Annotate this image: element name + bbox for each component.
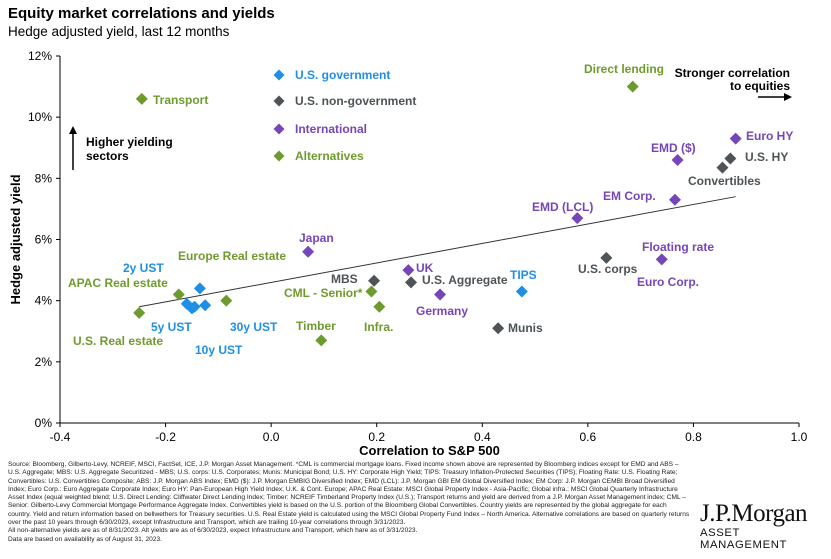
legend-marker-nongov [273, 95, 285, 107]
point-30y-ust [199, 299, 212, 312]
x-axis-label: Correlation to S&P 500 [359, 443, 500, 458]
point-label-germany: Germany [416, 304, 468, 318]
point-label-uk: UK [416, 261, 434, 275]
point-label-u-s-corps: U.S. corps [578, 262, 638, 276]
point-u-s-real-estate [133, 306, 146, 319]
annotation-stronger-correlation: Stronger correlation [675, 66, 790, 80]
point-u-s-aggregate [405, 276, 418, 289]
y-tick-label: 8% [35, 171, 53, 185]
point-label-tips: TIPS [510, 268, 537, 282]
point-infra [373, 300, 386, 313]
legend-label-gov: U.S. government [295, 68, 390, 82]
point-euro-hy [729, 132, 742, 145]
point-label-europe-real-estate: Europe Real estate [178, 249, 286, 263]
point-apac-real-estate [172, 288, 185, 301]
x-tick-label: -0.4 [50, 430, 71, 444]
point-transport [135, 92, 148, 105]
point-label-euro-hy: Euro HY [746, 129, 793, 143]
point-label-apac-real-estate: APAC Real estate [68, 276, 168, 290]
scatter-chart: -0.4 -0.2 0.0 0.2 0.4 0.6 0.8 1.0 0% 2% 4% 6% 8% 10% 1… [8, 49, 808, 458]
point-timber [315, 334, 328, 347]
jpmorgan-logo: J.P.Morgan ASSET MANAGEMENT [700, 500, 825, 551]
footnote-text: Source: Bloomberg, Gilberto-Levy, NCREIF… [8, 461, 690, 527]
logo-main: J.P.Morgan [700, 500, 808, 527]
point-label-mbs: MBS [331, 272, 358, 286]
point-label-emd-lcl: EMD (LCL) [532, 200, 593, 214]
point-label-munis: Munis [508, 321, 543, 335]
point-emd-lcl [571, 212, 584, 225]
x-tick-label: 0.8 [685, 430, 702, 444]
annotation-sectors: sectors [86, 149, 129, 163]
x-tick-label: 0.4 [474, 430, 491, 444]
point-label-euro-corp: Euro Corp. [637, 275, 699, 289]
point-convertibles [716, 161, 729, 174]
legend-marker-intl [273, 123, 285, 135]
point-label-5y-ust: 5y UST [151, 320, 192, 334]
point-label-infra: Infra. [364, 320, 393, 334]
point-munis [492, 322, 505, 335]
x-tick-label: -0.2 [155, 430, 176, 444]
legend-label-nongov: U.S. non-government [295, 94, 416, 108]
point-2y-ust [193, 282, 206, 295]
x-tick-label: 0.2 [368, 430, 385, 444]
legend-label-alt: Alternatives [295, 149, 364, 163]
trendline [139, 196, 736, 308]
point-europe-real-estate [220, 294, 233, 307]
footnote-availability: Data are based on availability as of Aug… [8, 535, 162, 543]
point-u-s-hy [724, 152, 737, 165]
legend-marker-gov [273, 69, 285, 81]
y-axis-label: Hedge adjusted yield [8, 174, 23, 304]
point-label-u-s-aggregate: U.S. Aggregate [422, 273, 508, 287]
point-label-timber: Timber [296, 319, 336, 333]
point-tips [515, 285, 528, 298]
chart-subtitle: Hedge adjusted yield, last 12 months [8, 24, 230, 39]
y-tick-label: 12% [28, 49, 52, 63]
point-label-u-s-real-estate: U.S. Real estate [73, 334, 163, 348]
annotation-higher-yielding: Higher yielding [86, 135, 173, 149]
x-tick-label: 1.0 [791, 430, 808, 444]
arrow-up-head [69, 126, 77, 134]
point-em-corp [668, 193, 681, 206]
point-label-convertibles: Convertibles [688, 174, 761, 188]
point-u-s-corps [600, 251, 613, 264]
arrow-right-head [784, 93, 792, 101]
y-tick-label: 0% [35, 416, 53, 430]
point-label-30y-ust: 30y UST [230, 320, 278, 334]
point-label-emd: EMD ($) [651, 141, 696, 155]
point-label-2y-ust: 2y UST [123, 261, 164, 275]
point-label-10y-ust: 10y UST [195, 343, 243, 357]
point-floating-rate [655, 253, 668, 266]
footnote-yields: All non-alternative yields are as of 8/3… [8, 527, 418, 535]
point-label-transport: Transport [153, 93, 208, 107]
y-tick-label: 10% [28, 110, 52, 124]
point-germany [434, 288, 447, 301]
point-label-direct-lending: Direct lending [584, 62, 664, 76]
y-tick-label: 6% [35, 233, 53, 247]
point-japan [302, 245, 315, 258]
y-tick-label: 4% [35, 294, 53, 308]
point-label-floating-rate: Floating rate [642, 240, 714, 254]
point-label-japan: Japan [299, 231, 334, 245]
x-tick-label: 0.0 [263, 430, 280, 444]
legend-label-intl: International [295, 122, 367, 136]
chart-title: Equity market correlations and yields [8, 5, 275, 22]
logo-sub: ASSET MANAGEMENT [700, 527, 787, 551]
point-uk [402, 264, 415, 277]
point-emd [671, 153, 684, 166]
point-mbs [368, 274, 381, 287]
point-label-em-corp: EM Corp. [603, 189, 656, 203]
x-tick-label: 0.6 [580, 430, 597, 444]
point-label-u-s-hy: U.S. HY [745, 150, 788, 164]
annotation-to-equities: to equities [730, 79, 790, 93]
point-cml-senior [365, 285, 378, 298]
footnote: Source: Bloomberg, Gilberto-Levy, NCREIF… [8, 461, 690, 544]
legend-marker-alt [273, 150, 285, 162]
y-tick-label: 2% [35, 355, 53, 369]
point-10y-ust [188, 300, 201, 313]
point-direct-lending [626, 80, 639, 93]
point-label-cml-senior: CML - Senior* [284, 286, 363, 300]
